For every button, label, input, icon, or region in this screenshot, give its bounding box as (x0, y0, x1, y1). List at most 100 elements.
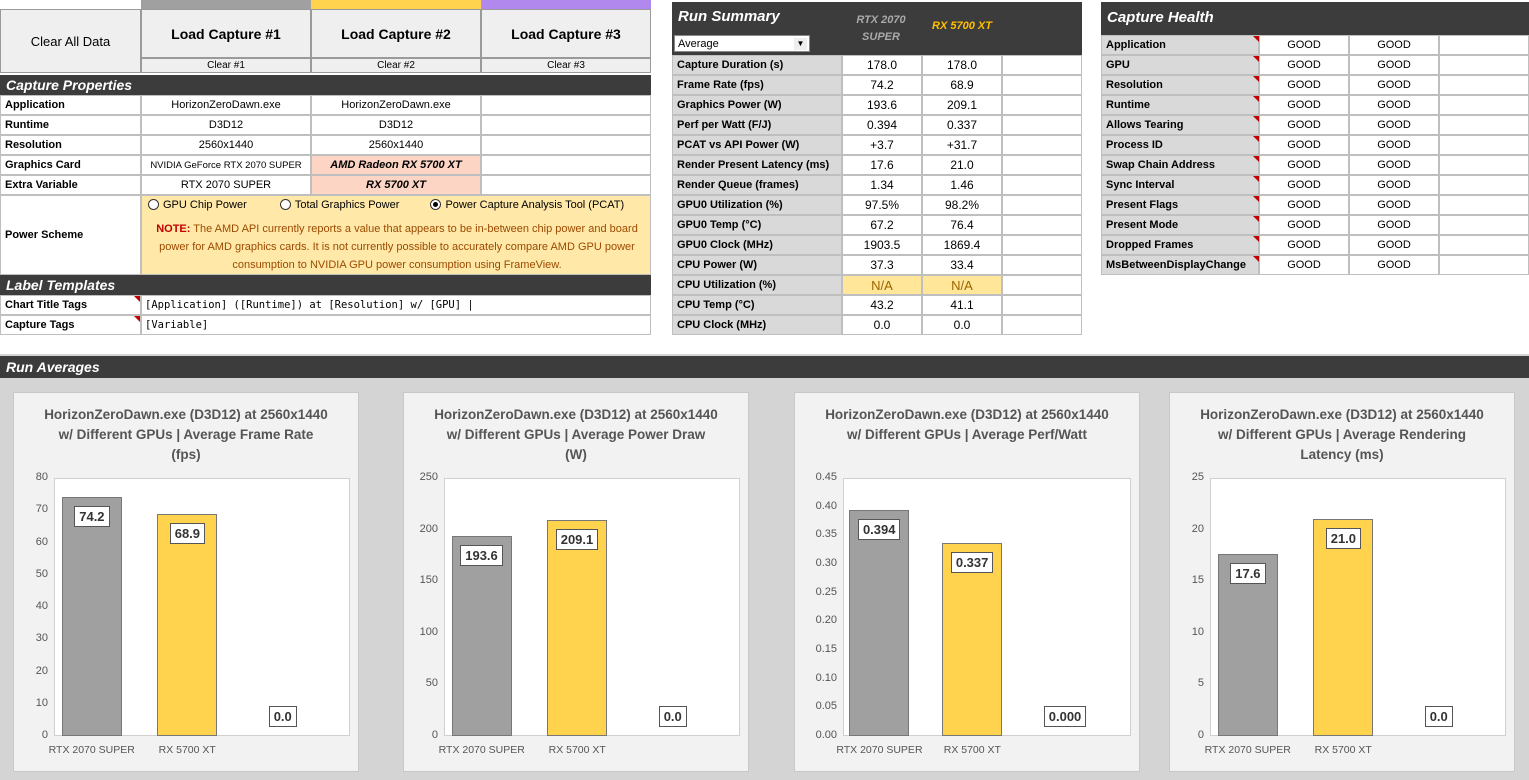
comment-marker-icon (1253, 136, 1259, 142)
bar-1[interactable] (547, 520, 608, 736)
health-value-3 (1439, 195, 1529, 215)
capture-tags-label: Capture Tags (0, 315, 141, 335)
summary-metric-label: GPU0 Temp (°C) (672, 215, 842, 235)
clear-1-button[interactable]: Clear #1 (141, 58, 311, 73)
x-category-label: RX 5700 XT (943, 744, 1001, 756)
capture2-value[interactable]: D3D12 (311, 115, 481, 135)
y-tick-label: 10 (1191, 625, 1204, 638)
health-value-1: GOOD (1259, 95, 1349, 115)
capture-properties-header: Capture Properties (0, 75, 651, 95)
capture-prop-label: Graphics Card (0, 155, 141, 175)
clear-all-button[interactable]: Clear All Data (0, 9, 141, 73)
summary-value-2: 178.0 (922, 55, 1002, 75)
summary-metric-label: GPU0 Clock (MHz) (672, 235, 842, 255)
summary-value-1: N/A (842, 275, 922, 295)
capture3-value[interactable] (481, 175, 651, 195)
y-tick-label: 50 (35, 567, 48, 580)
capture1-color-bar (141, 0, 311, 9)
chart-2[interactable]: HorizonZeroDawn.exe (D3D12) at 2560x1440… (794, 392, 1140, 772)
bar-0[interactable] (451, 536, 512, 736)
bar-0[interactable] (1217, 554, 1278, 736)
power-option-pcat[interactable]: Power Capture Analysis Tool (PCAT) (430, 199, 624, 211)
health-check-label: GPU (1101, 55, 1259, 75)
summary-value-2: 1869.4 (922, 235, 1002, 255)
health-value-1: GOOD (1259, 55, 1349, 75)
comment-marker-icon (1253, 56, 1259, 62)
capture-tags-input[interactable]: [Variable] (141, 315, 651, 335)
capture2-value[interactable]: 2560x1440 (311, 135, 481, 155)
x-category-label: RX 5700 XT (548, 744, 606, 756)
chart-1[interactable]: HorizonZeroDawn.exe (D3D12) at 2560x1440… (403, 392, 749, 772)
capture1-value[interactable]: NVIDIA GeForce RTX 2070 SUPER (141, 155, 311, 175)
health-value-2: GOOD (1349, 195, 1439, 215)
y-tick-label: 30 (35, 632, 48, 645)
capture3-value[interactable] (481, 135, 651, 155)
chart-title-tags-label: Chart Title Tags (0, 295, 141, 315)
capture1-value[interactable]: 2560x1440 (141, 135, 311, 155)
capture2-value[interactable]: RX 5700 XT (311, 175, 481, 195)
capture3-color-bar (481, 0, 651, 9)
capture1-value[interactable]: D3D12 (141, 115, 311, 135)
y-tick-label: 15 (1191, 574, 1204, 587)
chart-title: HorizonZeroDawn.exe (D3D12) at 2560x1440… (434, 407, 718, 462)
power-option-gpu-chip[interactable]: GPU Chip Power (148, 199, 247, 211)
summary-value-2: 1.46 (922, 175, 1002, 195)
bar-0[interactable] (849, 510, 910, 736)
power-scheme-label: Power Scheme (0, 195, 141, 275)
summary-value-1: 74.2 (842, 75, 922, 95)
summary-value-3 (1002, 55, 1082, 75)
capture3-value[interactable] (481, 115, 651, 135)
y-tick-label: 20 (1191, 522, 1204, 535)
bar-0[interactable] (61, 496, 122, 736)
comment-marker-icon (134, 296, 140, 302)
power-option-total-graphics[interactable]: Total Graphics Power (279, 199, 399, 211)
summary-value-1: 178.0 (842, 55, 922, 75)
chevron-down-icon[interactable]: ▼ (794, 38, 807, 50)
load-capture-1-button[interactable]: Load Capture #1 (141, 9, 311, 58)
chart-3[interactable]: HorizonZeroDawn.exe (D3D12) at 2560x1440… (1169, 392, 1515, 772)
summary-metric-label: Perf per Watt (F/J) (672, 115, 842, 135)
capture2-value[interactable]: AMD Radeon RX 5700 XT (311, 155, 481, 175)
power-scheme-panel: GPU Chip Power Total Graphics Power Powe… (141, 195, 651, 275)
data-label: 74.2 (74, 505, 110, 527)
chart-title-tags-input[interactable]: [Application] ([Runtime]) at [Resolution… (141, 295, 651, 315)
bar-1[interactable] (942, 542, 1003, 736)
health-value-1: GOOD (1259, 215, 1349, 235)
run-summary-col2: RX 5700 XT (932, 20, 992, 32)
load-capture-3-button[interactable]: Load Capture #3 (481, 9, 651, 58)
health-check-label: MsBetweenDisplayChange (1101, 255, 1259, 275)
summary-metric-label: CPU Clock (MHz) (672, 315, 842, 335)
y-tick-label: 0.45 (815, 471, 837, 483)
health-check-label: Process ID (1101, 135, 1259, 155)
summary-metric-label: CPU Power (W) (672, 255, 842, 275)
capture3-value[interactable] (481, 95, 651, 115)
capture1-value[interactable]: RTX 2070 SUPER (141, 175, 311, 195)
data-label: 0.0 (1424, 706, 1453, 727)
chart-0[interactable]: HorizonZeroDawn.exe (D3D12) at 2560x1440… (13, 392, 359, 772)
capture-prop-label: Resolution (0, 135, 141, 155)
health-value-2: GOOD (1349, 115, 1439, 135)
comment-marker-icon (1253, 96, 1259, 102)
capture1-value[interactable]: HorizonZeroDawn.exe (141, 95, 311, 115)
summary-value-1: 193.6 (842, 95, 922, 115)
y-tick-label: 50 (425, 677, 438, 690)
health-value-3 (1439, 135, 1529, 155)
clear-2-button[interactable]: Clear #2 (311, 58, 481, 73)
summary-value-2: 41.1 (922, 295, 1002, 315)
clear-3-button[interactable]: Clear #3 (481, 58, 651, 73)
health-value-2: GOOD (1349, 175, 1439, 195)
load-capture-2-button[interactable]: Load Capture #2 (311, 9, 481, 58)
run-summary-col1: RTX 2070 SUPER (856, 14, 906, 43)
chart-title: HorizonZeroDawn.exe (D3D12) at 2560x1440… (44, 407, 328, 462)
health-value-2: GOOD (1349, 95, 1439, 115)
capture3-value[interactable] (481, 155, 651, 175)
summary-metric-label: PCAT vs API Power (W) (672, 135, 842, 155)
bar-1[interactable] (1313, 519, 1374, 736)
bar-1[interactable] (157, 513, 218, 736)
data-label: 0.394 (857, 519, 901, 541)
summary-mode-dropdown[interactable]: Average ▼ (674, 35, 810, 52)
health-value-1: GOOD (1259, 35, 1349, 55)
health-value-2: GOOD (1349, 155, 1439, 175)
capture2-value[interactable]: HorizonZeroDawn.exe (311, 95, 481, 115)
summary-value-2: 33.4 (922, 255, 1002, 275)
